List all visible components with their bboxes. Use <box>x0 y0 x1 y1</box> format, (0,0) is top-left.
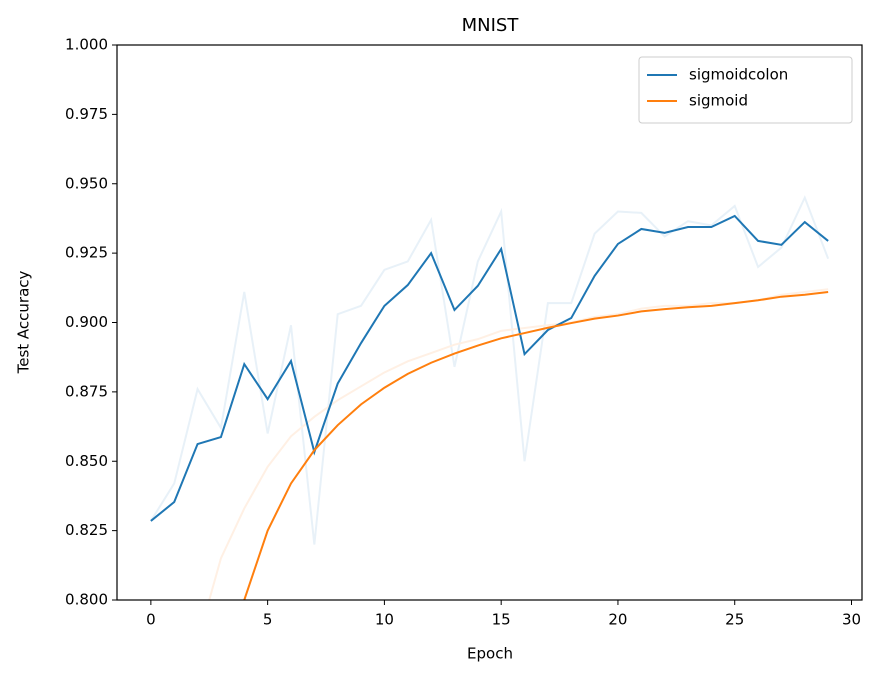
x-tick-label: 5 <box>263 611 273 629</box>
series-line <box>150 195 830 545</box>
y-tick-label: 0.850 <box>65 452 108 470</box>
y-tick-label: 0.900 <box>65 313 108 331</box>
legend-box <box>638 56 853 124</box>
x-tick-label: 20 <box>608 611 627 629</box>
y-tick-label: 0.875 <box>65 382 108 400</box>
y-tick-label: 0.950 <box>65 174 108 192</box>
y-tick-label: 0.925 <box>65 244 108 262</box>
series-line <box>208 288 829 600</box>
y-tick-label: 0.800 <box>65 591 108 609</box>
y-tick-label: 1.000 <box>65 36 108 54</box>
legend-label: sigmoid <box>689 92 748 110</box>
series-line <box>243 290 829 600</box>
x-axis-label: Epoch <box>467 645 513 663</box>
series-line <box>150 214 829 522</box>
y-tick-label: 0.825 <box>65 521 108 539</box>
x-tick-label: 30 <box>842 611 861 629</box>
x-tick-label: 0 <box>146 611 156 629</box>
x-tick-label: 15 <box>492 611 511 629</box>
chart-title: MNIST <box>462 15 520 36</box>
x-tick-label: 25 <box>725 611 744 629</box>
plot-lines <box>150 195 830 600</box>
x-tick-label: 10 <box>375 611 394 629</box>
legend-label: sigmoidcolon <box>689 66 788 84</box>
y-axis-label: Test Accuracy <box>15 270 33 374</box>
y-tick-label: 0.975 <box>65 105 108 123</box>
